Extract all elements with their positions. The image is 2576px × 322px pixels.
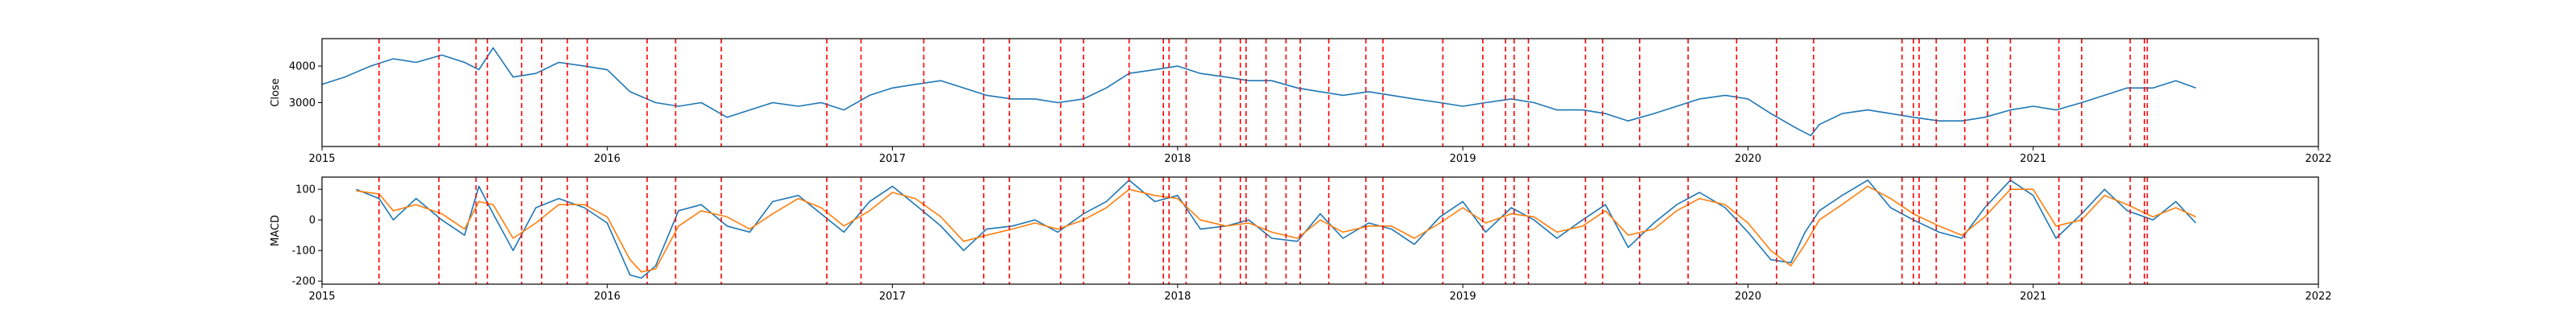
x-tick-label: 2017 (879, 153, 906, 165)
x-tick-label: 2016 (594, 153, 621, 165)
x-tick-label: 2017 (879, 291, 906, 303)
y-axis-label: Close (270, 78, 282, 106)
y-tick-label: -100 (291, 246, 316, 258)
axes-frame (321, 38, 2319, 147)
x-tick-label: 2020 (1735, 291, 1761, 303)
x-tick-label: 2020 (1735, 153, 1761, 165)
x-tick-label: 2021 (2020, 291, 2046, 303)
x-tick-label: 2019 (1450, 153, 1476, 165)
y-tick-label: 4000 (289, 61, 316, 73)
close-price-panel: 2015 2016 2017 2018 2019 2020 2021 2022 3000 4000… (270, 38, 2332, 165)
y-axis-label: MACD (270, 215, 282, 246)
close-line (321, 47, 2196, 137)
x-tick-label: 2016 (594, 291, 621, 303)
macd-panel: 2015 2016 2017 2018 2019 2020 2021 2022 -200 -100… (270, 176, 2332, 303)
y-tick-label: 0 (309, 215, 316, 227)
macd-line (356, 180, 2197, 279)
axes-frame (321, 176, 2319, 285)
x-tick-label: 2022 (2305, 291, 2331, 303)
x-tick-label: 2015 (308, 291, 335, 303)
x-tick-label: 2018 (1164, 153, 1191, 165)
y-tick-label: 100 (295, 184, 316, 196)
x-tick-label: 2015 (308, 153, 335, 165)
y-tick-label: 3000 (289, 97, 316, 109)
x-tick-label: 2019 (1450, 291, 1476, 303)
x-tick-label: 2022 (2305, 153, 2331, 165)
signal-line (356, 185, 2197, 273)
x-tick-label: 2021 (2020, 153, 2046, 165)
x-tick-label: 2018 (1164, 291, 1191, 303)
y-tick-label: -200 (291, 276, 316, 288)
